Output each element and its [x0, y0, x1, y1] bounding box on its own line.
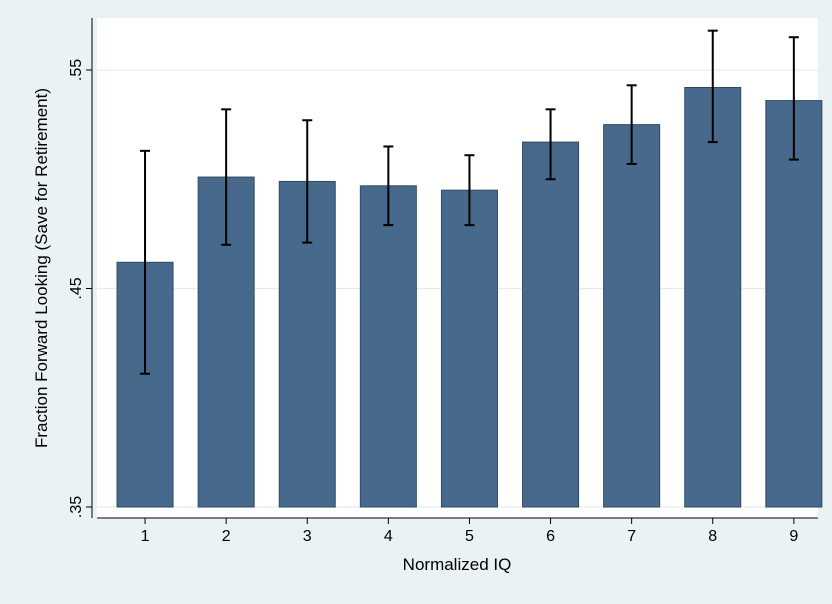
x-tick-label: 6 [546, 528, 555, 545]
axes: .35 .45 .55 1 2 3 4 5 6 7 8 9 [68, 18, 818, 545]
bars [116, 86, 823, 508]
y-tick-label: .55 [68, 59, 85, 81]
x-tick-label: 1 [141, 528, 150, 545]
x-tick-label: 2 [222, 528, 231, 545]
bar [684, 86, 742, 508]
x-tick-label: 4 [384, 528, 393, 545]
y-axis-title: Fraction Forward Looking (Save for Retir… [32, 88, 51, 448]
bar [765, 100, 823, 508]
x-tick-label: 7 [627, 528, 636, 545]
bar [522, 141, 580, 508]
x-tick-label: 9 [789, 528, 798, 545]
bar [359, 185, 417, 508]
bar [440, 189, 498, 508]
x-tick-label: 5 [465, 528, 474, 545]
y-tick-label: .35 [68, 496, 85, 518]
error-bars [140, 29, 799, 375]
y-tick-label: .45 [68, 277, 85, 299]
x-tick-label: 3 [303, 528, 312, 545]
x-tick-label: 8 [708, 528, 717, 545]
bar [603, 124, 661, 508]
x-axis-title: Normalized IQ [403, 555, 512, 574]
